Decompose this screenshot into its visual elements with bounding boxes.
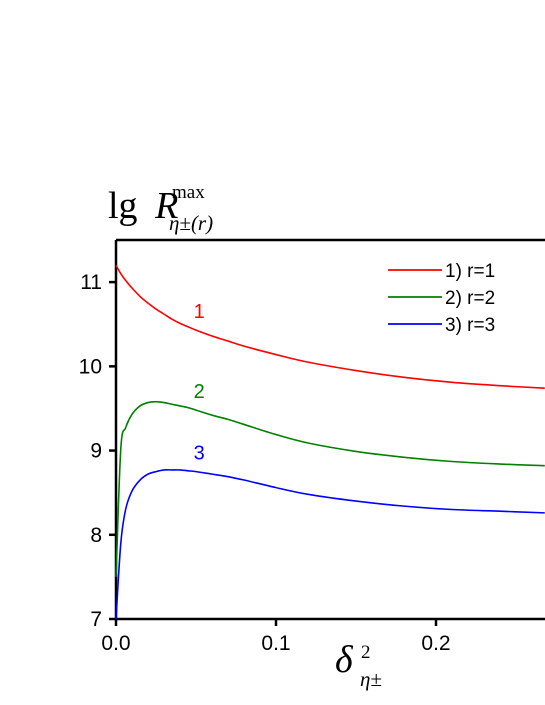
series-line-2 [115,400,545,577]
x-axis-title: δ 2 η± [335,639,382,691]
y-tick-label: 7 [90,608,102,631]
legend-label-3: 3) r=3 [445,315,495,336]
series-line-1 [115,264,545,390]
axis-ticks: 7 8 9 10 11 0.0 0.1 0.2 [79,271,451,655]
curve-label-2: 2 [194,381,205,403]
y-tick-label: 9 [90,440,102,463]
y-axis-title-symbol: R [154,185,178,227]
x-tick-label: 0.0 [101,632,130,655]
y-axis-title-subscript: η±(r) [169,211,213,235]
x-axis-title-subscript: η± [360,667,382,691]
legend-label-1: 1) r=1 [445,261,495,282]
curve-label-1: 1 [194,301,205,323]
y-axis-title-superscript: max [172,182,205,203]
y-tick-label: 10 [79,355,102,378]
series-line-3 [115,469,545,620]
data-series [115,264,545,620]
y-tick-label: 8 [90,524,102,547]
y-axis-title-base: lg [108,185,138,227]
x-tick-label: 0.1 [261,632,290,655]
x-axis-title-symbol: δ [335,639,354,681]
curve-label-3: 3 [194,443,205,465]
x-axis-title-superscript: 2 [361,642,371,663]
legend-label-2: 2) r=2 [445,288,495,309]
legend: 1) r=1 2) r=2 3) r=3 [388,261,495,336]
svg-text:lg R: lg R [108,185,178,227]
curve-labels: 1 2 3 [194,301,205,464]
y-axis-title: lg R max η±(r) [108,182,213,235]
y-tick-label: 11 [80,271,102,294]
x-tick-label: 0.2 [421,632,450,655]
